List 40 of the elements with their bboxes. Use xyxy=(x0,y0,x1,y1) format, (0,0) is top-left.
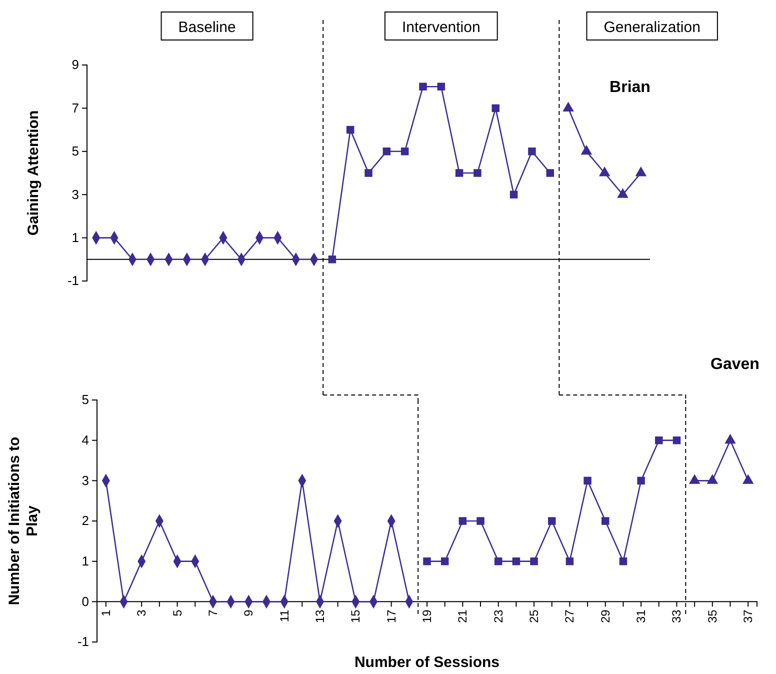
y-axis-title: Gaining Attention xyxy=(25,110,42,236)
x-tick-label: 33 xyxy=(670,609,684,624)
x-tick-label: 29 xyxy=(598,609,612,624)
x-tick-label: 13 xyxy=(312,609,327,624)
y-tick-label: 1 xyxy=(72,230,79,245)
y-tick-label: 5 xyxy=(72,144,79,159)
text: Generalization xyxy=(604,19,700,36)
text: Intervention xyxy=(402,19,480,36)
x-tick-label: 7 xyxy=(206,609,220,616)
x-tick-label: 27 xyxy=(562,609,577,624)
x-tick-label: 9 xyxy=(242,609,256,616)
x-tick-label: 17 xyxy=(384,609,398,624)
x-tick-label: 25 xyxy=(527,609,542,624)
y-axis-title: Number of Initiations to Play xyxy=(6,436,41,606)
y-tick-label: 9 xyxy=(72,57,79,72)
x-tick-label: 35 xyxy=(705,609,720,624)
text: Brian xyxy=(610,79,650,96)
y-tick-label: 5 xyxy=(82,392,89,408)
x-tick-label: 19 xyxy=(420,609,434,624)
x-tick-label: 21 xyxy=(456,609,470,624)
x-tick-label: 5 xyxy=(170,609,184,616)
y-tick-label: 7 xyxy=(72,100,79,116)
x-tick-label: 1 xyxy=(98,609,113,616)
y-tick-label: 2 xyxy=(82,513,89,528)
x-tick-label: 15 xyxy=(348,609,363,624)
x-axis-title: Number of Sessions xyxy=(354,654,500,671)
x-tick-label: 3 xyxy=(134,609,149,616)
x-tick-label: 31 xyxy=(634,609,648,624)
y-tick-label: 4 xyxy=(82,432,89,448)
x-tick-label: 37 xyxy=(741,609,756,624)
y-tick-label: 1 xyxy=(82,553,89,568)
x-tick-label: 23 xyxy=(491,609,506,624)
y-tick-label: -1 xyxy=(77,634,89,650)
y-tick-label: 0 xyxy=(82,594,89,609)
x-tick-label: 11 xyxy=(277,609,292,622)
y-tick-label: 3 xyxy=(82,472,89,488)
y-tick-label: -1 xyxy=(67,273,79,288)
y-tick-label: 3 xyxy=(72,186,79,202)
chart-title: Gaven xyxy=(710,356,760,373)
text: Baseline xyxy=(178,19,236,36)
